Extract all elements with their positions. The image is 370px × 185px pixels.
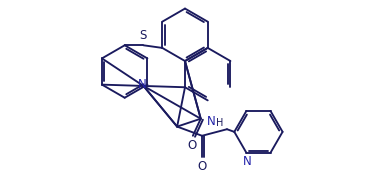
Text: S: S	[139, 29, 147, 42]
Text: O: O	[198, 160, 207, 173]
Text: H: H	[216, 118, 223, 128]
Text: N: N	[242, 155, 251, 168]
Text: N: N	[138, 78, 147, 91]
Text: N: N	[207, 115, 216, 128]
Text: O: O	[187, 139, 196, 152]
